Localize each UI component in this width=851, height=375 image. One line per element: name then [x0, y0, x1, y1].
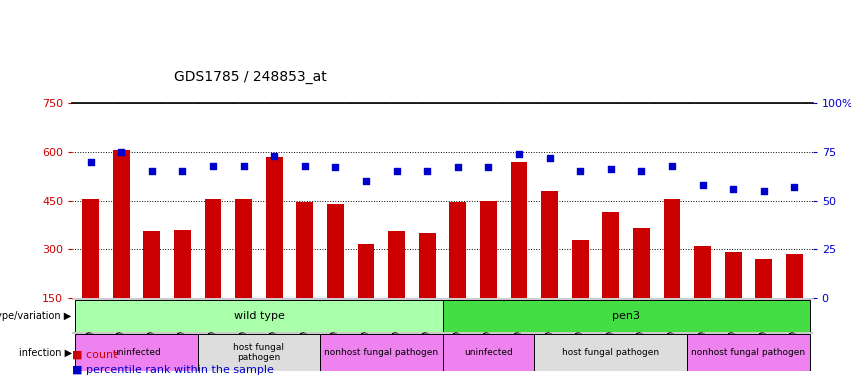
Text: ■ percentile rank within the sample: ■ percentile rank within the sample	[72, 364, 274, 375]
Bar	[694, 246, 711, 298]
Bar	[572, 240, 589, 298]
Text: nonhost fungal pathogen: nonhost fungal pathogen	[691, 348, 806, 357]
Text: genotype/variation ▶: genotype/variation ▶	[0, 311, 71, 321]
Bar	[235, 199, 252, 298]
Point	[757, 188, 770, 194]
Point	[420, 168, 434, 174]
Point	[727, 186, 740, 192]
Bar	[388, 231, 405, 298]
Text: uninfected: uninfected	[464, 348, 513, 357]
Bar	[541, 191, 558, 298]
Point	[482, 165, 495, 171]
Point	[512, 151, 526, 157]
Point	[390, 168, 403, 174]
Bar	[534, 334, 688, 371]
Bar	[480, 201, 497, 298]
Bar	[688, 334, 809, 371]
Bar	[443, 334, 534, 371]
Bar	[664, 199, 681, 298]
Text: nonhost fungal pathogen: nonhost fungal pathogen	[324, 348, 438, 357]
Bar	[786, 254, 802, 298]
Point	[604, 166, 618, 172]
Bar	[756, 259, 772, 298]
Bar	[76, 300, 443, 332]
Point	[237, 162, 250, 168]
Text: pen3: pen3	[612, 311, 640, 321]
Bar	[174, 230, 191, 298]
Text: host fungal
pathogen: host fungal pathogen	[233, 343, 284, 362]
Point	[145, 168, 158, 174]
Point	[359, 178, 373, 184]
Bar	[511, 162, 528, 298]
Bar	[113, 150, 129, 298]
Text: wild type: wild type	[233, 311, 284, 321]
Text: uninfected: uninfected	[112, 348, 161, 357]
Bar	[320, 334, 443, 371]
Bar	[419, 233, 436, 298]
Point	[696, 182, 710, 188]
Bar	[204, 199, 221, 298]
Bar	[357, 244, 374, 298]
Point	[206, 162, 220, 168]
Bar	[449, 202, 466, 298]
Bar	[603, 212, 620, 298]
Point	[328, 165, 342, 171]
Bar	[197, 334, 320, 371]
Bar	[83, 199, 99, 298]
Bar	[76, 334, 197, 371]
Point	[787, 184, 801, 190]
Bar	[144, 231, 160, 298]
Text: host fungal pathogen: host fungal pathogen	[563, 348, 660, 357]
Bar	[296, 202, 313, 298]
Point	[665, 162, 679, 168]
Point	[115, 149, 129, 155]
Point	[298, 162, 311, 168]
Text: ■ count: ■ count	[72, 350, 117, 360]
Text: infection ▶: infection ▶	[19, 348, 71, 357]
Bar	[443, 300, 809, 332]
Point	[574, 168, 587, 174]
Bar	[327, 204, 344, 298]
Bar	[725, 252, 741, 298]
Point	[84, 159, 98, 165]
Point	[543, 155, 557, 161]
Bar	[266, 157, 283, 298]
Bar	[633, 228, 650, 298]
Point	[175, 168, 189, 174]
Point	[267, 153, 281, 159]
Point	[451, 165, 465, 171]
Text: GDS1785 / 248853_at: GDS1785 / 248853_at	[174, 70, 327, 84]
Point	[635, 168, 648, 174]
